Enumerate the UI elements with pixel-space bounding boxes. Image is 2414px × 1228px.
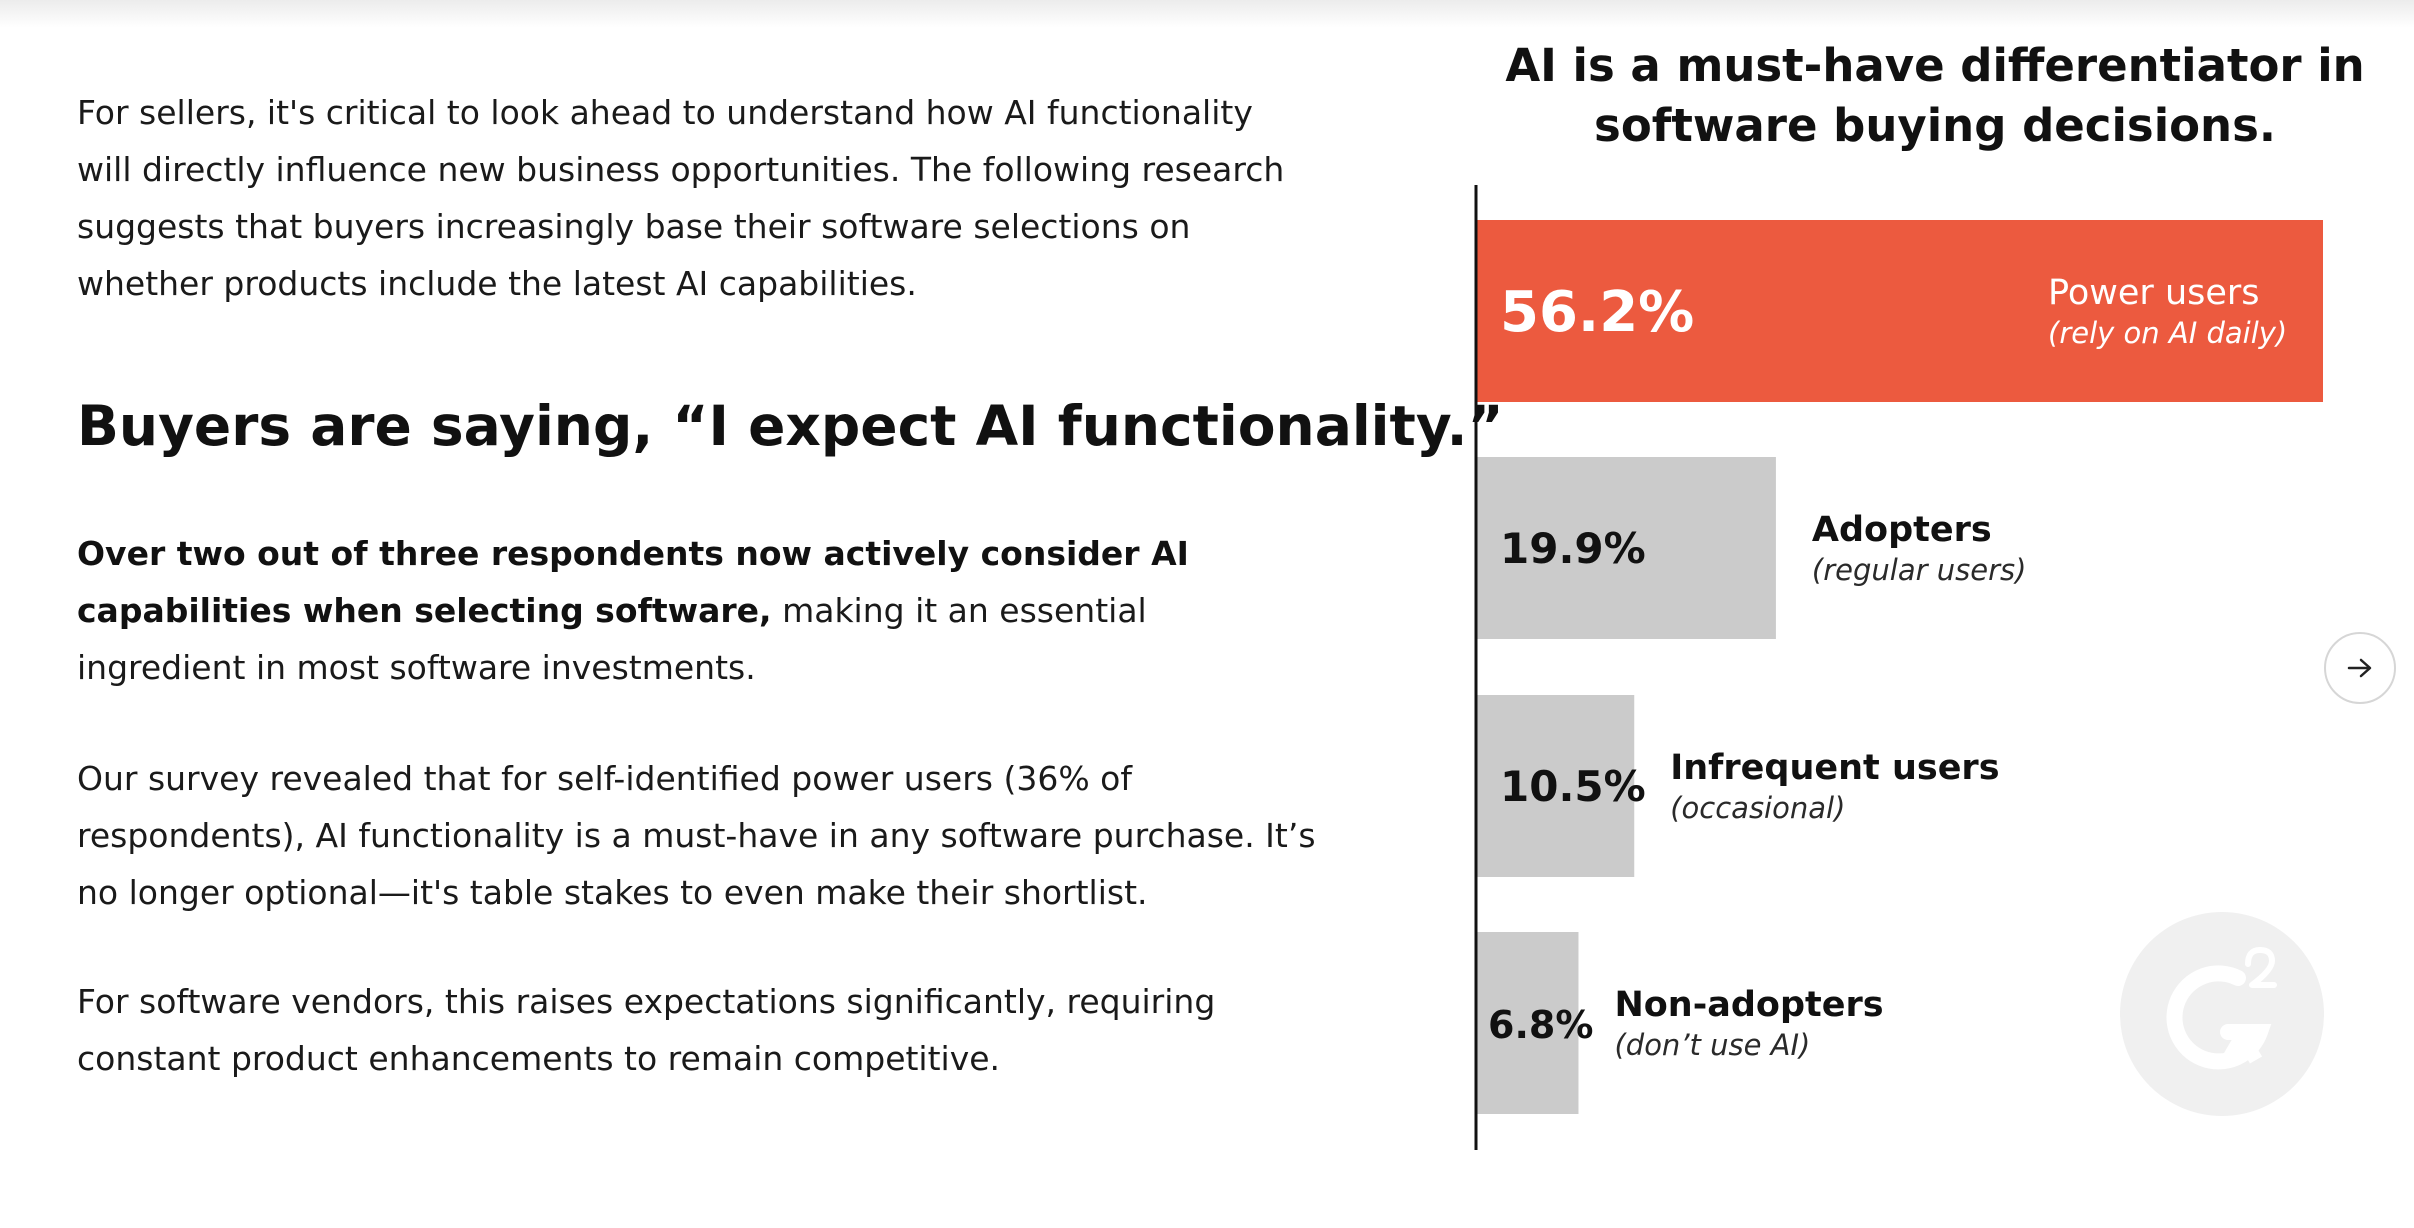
next-slide-button[interactable] [2324, 632, 2396, 704]
bar-sublabel-3: (don’t use AI) [1614, 1028, 1810, 1062]
top-shade [0, 0, 2414, 28]
body-paragraph-3: Our survey revealed that for self-identi… [77, 759, 1316, 912]
body-paragraph-2: Over two out of three respondents now ac… [77, 525, 1317, 696]
intro-paragraph: For sellers, it's critical to look ahead… [77, 93, 1285, 303]
bar-sublabel-0: (rely on AI daily) [2048, 316, 2287, 350]
g2-logo-icon [2120, 912, 2324, 1116]
bar-3 [1476, 932, 1579, 1114]
bar-category-label-0: Power users [2048, 273, 2260, 313]
bar-0 [1476, 220, 2323, 402]
bar-value-label-1: 19.9% [1500, 524, 1646, 573]
bar-category-label-1: Adopters [1812, 510, 1992, 550]
arrow-right-icon [2347, 658, 2372, 678]
bar-value-label-0: 56.2% [1500, 280, 1694, 345]
body-paragraph-4: For software vendors, this raises expect… [77, 982, 1216, 1078]
bar-sublabel-2: (occasional) [1670, 791, 1845, 825]
body-paragraph-2-bold: Over two out of three respondents now ac… [77, 534, 1189, 630]
bar-value-label-3: 6.8% [1488, 1003, 1593, 1047]
body-paragraph-2-rest: making it an essential ingredient in mos… [77, 591, 1147, 687]
section-heading: Buyers are saying, “I expect AI function… [77, 394, 1504, 458]
bar-sublabel-1: (regular users) [1812, 553, 2027, 587]
bar-category-label-2: Infrequent users [1670, 748, 1999, 788]
bar-category-label-3: Non-adopters [1614, 985, 1883, 1025]
bar-value-label-2: 10.5% [1500, 762, 1646, 811]
bar-1 [1476, 457, 1776, 639]
chart-title: AI is a must-have differentiator in soft… [1505, 39, 2365, 152]
bar-2 [1476, 695, 1635, 877]
